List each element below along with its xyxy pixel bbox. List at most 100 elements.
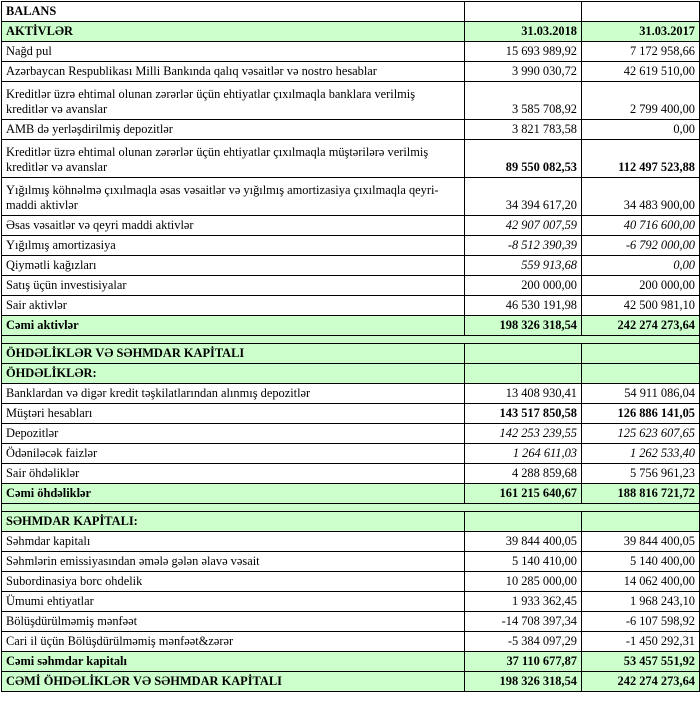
row-value-2017: 2 799 400,00 — [581, 81, 700, 120]
row-label: AMB də yerləşdirilmiş depozitlər — [1, 119, 465, 140]
row-value-2018: 89 550 082,53 — [464, 139, 582, 178]
row-value-2017: 1 262 533,40 — [581, 443, 700, 464]
total-assets-2017: 242 274 273,64 — [581, 315, 700, 336]
table-row: Kreditlər üzrə ehtimal olunan zərərlər ü… — [1, 81, 700, 120]
row-value-2017: 126 886 141,05 — [581, 403, 700, 424]
total-assets-2018: 198 326 318,54 — [464, 315, 582, 336]
table-row-liabilities-subheader: ÖHDƏLİKLƏR: — [1, 363, 700, 384]
total-liabilities-label: Cəmi öhdəliklər — [1, 483, 465, 504]
section-spacer — [1, 503, 700, 512]
row-label: Sair öhdəliklər — [1, 463, 465, 484]
row-value-2018: 4 288 859,68 — [464, 463, 582, 484]
row-label: Yığılmış köhnəlmə çıxılmaqla əsas vəsait… — [1, 177, 465, 216]
row-value-2018: -5 384 097,29 — [464, 631, 582, 652]
row-value-2017: -6 107 598,92 — [581, 611, 700, 632]
table-row: Səhmdar kapitalı 39 844 400,05 39 844 40… — [1, 531, 700, 552]
row-label: Qiymətli kağızları — [1, 255, 465, 276]
row-value-2018: 13 408 930,41 — [464, 383, 582, 404]
section-spacer — [1, 335, 700, 344]
row-value-2018: 1 264 611,03 — [464, 443, 582, 464]
table-row: Kreditlər üzrə ehtimal olunan zərərlər ü… — [1, 139, 700, 178]
row-value-2018: 34 394 617,20 — [464, 177, 582, 216]
row-value-2018: 200 000,00 — [464, 275, 582, 296]
row-label: Subordinasiya borc ohdelik — [1, 571, 465, 592]
table-row: Qiymətli kağızları 559 913,68 0,00 — [1, 255, 700, 276]
row-label: Kreditlər üzrə ehtimal olunan zərərlər ü… — [1, 81, 465, 120]
row-value-2018: 42 907 007,59 — [464, 215, 582, 236]
page-title: BALANS — [1, 1, 465, 22]
liabilities-sub-blank-y2 — [581, 363, 700, 384]
row-value-2018: 39 844 400,05 — [464, 531, 582, 552]
row-value-2018: 1 933 362,45 — [464, 591, 582, 612]
row-label: Kreditlər üzrə ehtimal olunan zərərlər ü… — [1, 139, 465, 178]
row-label: Ümumi ehtiyatlar — [1, 591, 465, 612]
total-assets-label: Cəmi aktivlər — [1, 315, 465, 336]
title-blank-y2 — [581, 1, 700, 22]
row-label: Səhmlərin emissiyasından əmələ gələn əla… — [1, 551, 465, 572]
equity-section-title: SƏHMDAR KAPİTALI: — [1, 511, 465, 532]
column-header-year-2017: 31.03.2017 — [581, 21, 700, 42]
table-row-grand-total: CƏMİ ÖHDƏLİKLƏR VƏ SƏHMDAR KAPİTALI 198 … — [1, 671, 700, 692]
liabilities-sub-blank-y1 — [464, 363, 582, 384]
row-label: Azərbaycan Respublikası Milli Bankında q… — [1, 61, 465, 82]
table-row: Bölüşdürülməmiş mənfəət -14 708 397,34 -… — [1, 611, 700, 632]
row-value-2017: 200 000,00 — [581, 275, 700, 296]
spacer-cell — [1, 335, 700, 344]
row-value-2017: 0,00 — [581, 119, 700, 140]
row-value-2017: -6 792 000,00 — [581, 235, 700, 256]
total-liabilities-2017: 188 816 721,72 — [581, 483, 700, 504]
row-value-2018: 10 285 000,00 — [464, 571, 582, 592]
row-label: Nağd pul — [1, 41, 465, 62]
equity-blank-y2 — [581, 511, 700, 532]
table-row: Nağd pul 15 693 989,92 7 172 958,66 — [1, 41, 700, 62]
assets-header-label: AKTİVLƏR — [1, 21, 465, 42]
equity-blank-y1 — [464, 511, 582, 532]
row-label: Cari il üçün Bölüşdürülməmiş mənfəət&zər… — [1, 631, 465, 652]
row-label: Əsas vəsaitlər və qeyri maddi aktivlər — [1, 215, 465, 236]
table-row: Satış üçün investisiyalar 200 000,00 200… — [1, 275, 700, 296]
row-value-2017: 42 500 981,10 — [581, 295, 700, 316]
row-label: Banklardan və digər kredit təşkilatların… — [1, 383, 465, 404]
row-value-2018: 3 821 783,58 — [464, 119, 582, 140]
table-row: Yığılmış köhnəlmə çıxılmaqla əsas vəsait… — [1, 177, 700, 216]
liabilities-equity-section-title: ÖHDƏLİKLƏR VƏ SƏHMDAR KAPİTALI — [1, 343, 465, 364]
liabilities-equity-blank-y2 — [581, 343, 700, 364]
table-row: Yığılmış amortizasiya -8 512 390,39 -6 7… — [1, 235, 700, 256]
row-value-2017: 112 497 523,88 — [581, 139, 700, 178]
liabilities-equity-blank-y1 — [464, 343, 582, 364]
row-label: Səhmdar kapitalı — [1, 531, 465, 552]
table-row: Ümumi ehtiyatlar 1 933 362,45 1 968 243,… — [1, 591, 700, 612]
total-equity-2017: 53 457 551,92 — [581, 651, 700, 672]
row-value-2018: 15 693 989,92 — [464, 41, 582, 62]
grand-total-2017: 242 274 273,64 — [581, 671, 700, 692]
row-value-2018: 3 585 708,92 — [464, 81, 582, 120]
row-value-2017: 7 172 958,66 — [581, 41, 700, 62]
row-value-2017: 42 619 510,00 — [581, 61, 700, 82]
row-value-2017: 40 716 600,00 — [581, 215, 700, 236]
table-row: Müştəri hesabları 143 517 850,58 126 886… — [1, 403, 700, 424]
column-header-year-2018: 31.03.2018 — [464, 21, 582, 42]
table-row-equity-header: SƏHMDAR KAPİTALI: — [1, 511, 700, 532]
row-value-2018: -14 708 397,34 — [464, 611, 582, 632]
balance-sheet-table: BALANS AKTİVLƏR 31.03.2018 31.03.2017 Na… — [1, 1, 700, 692]
row-value-2017: 0,00 — [581, 255, 700, 276]
row-value-2017: 5 756 961,23 — [581, 463, 700, 484]
table-row-assets-header: AKTİVLƏR 31.03.2018 31.03.2017 — [1, 21, 700, 42]
table-row-total-liabilities: Cəmi öhdəliklər 161 215 640,67 188 816 7… — [1, 483, 700, 504]
row-label: Bölüşdürülməmiş mənfəət — [1, 611, 465, 632]
row-value-2017: 14 062 400,00 — [581, 571, 700, 592]
row-value-2017: 39 844 400,05 — [581, 531, 700, 552]
table-row: Əsas vəsaitlər və qeyri maddi aktivlər 4… — [1, 215, 700, 236]
table-row: Ödəniləcək faizlər 1 264 611,03 1 262 53… — [1, 443, 700, 464]
title-blank-y1 — [464, 1, 582, 22]
row-value-2017: 1 968 243,10 — [581, 591, 700, 612]
table-row: Azərbaycan Respublikası Milli Bankında q… — [1, 61, 700, 82]
row-value-2018: 5 140 410,00 — [464, 551, 582, 572]
row-value-2017: -1 450 292,31 — [581, 631, 700, 652]
table-row-total-assets: Cəmi aktivlər 198 326 318,54 242 274 273… — [1, 315, 700, 336]
row-value-2018: 46 530 191,98 — [464, 295, 582, 316]
row-value-2017: 125 623 607,65 — [581, 423, 700, 444]
row-label: Depozitlər — [1, 423, 465, 444]
row-value-2017: 54 911 086,04 — [581, 383, 700, 404]
